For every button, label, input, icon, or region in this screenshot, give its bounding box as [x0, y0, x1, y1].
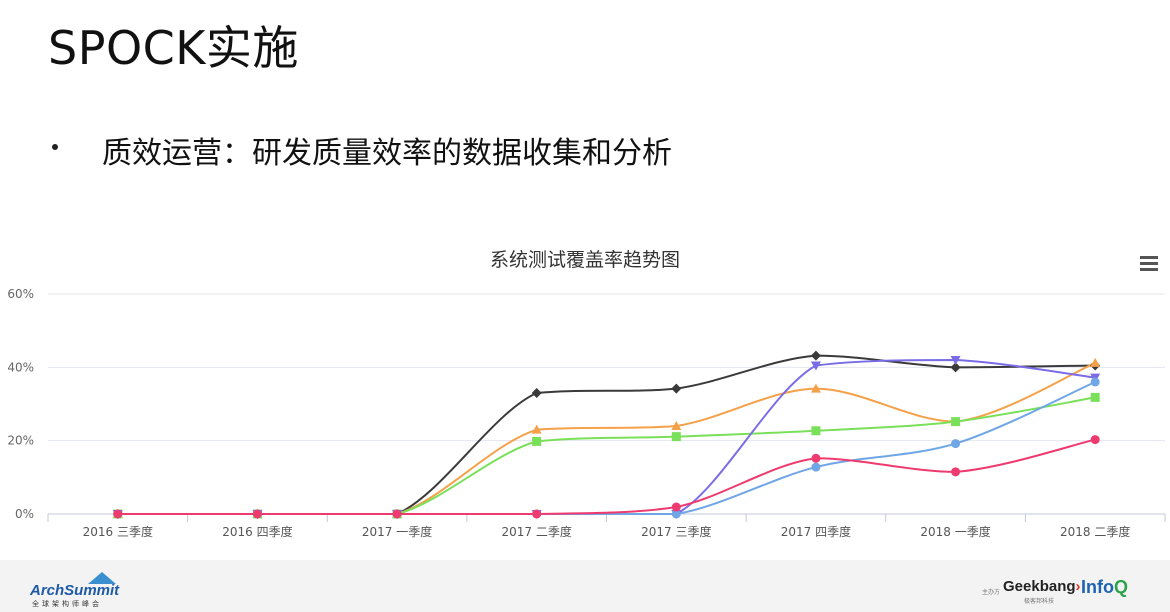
infoq-logo-a: Info	[1081, 577, 1114, 597]
data-point	[392, 509, 402, 519]
data-point	[532, 436, 542, 446]
series-line-1	[117, 354, 1096, 515]
y-tick-label: 40%	[7, 360, 34, 374]
data-point	[671, 502, 681, 512]
geekbang-logo-mark: ›	[1075, 578, 1081, 595]
x-tick-label: 2016 三季度	[83, 524, 153, 539]
mountain-icon	[88, 572, 116, 584]
data-point	[810, 350, 821, 361]
data-point	[531, 424, 542, 434]
data-point	[252, 509, 262, 519]
host-label: 主办方	[982, 589, 1001, 596]
geekbang-logo: Geekbang›	[1003, 578, 1081, 595]
y-tick-label: 0%	[15, 507, 34, 521]
x-tick-label: 2018 二季度	[1060, 524, 1130, 539]
footer: ArchSummit 全球架构师峰会 主办方 Geekbang› 极客邦科技 I…	[0, 560, 1170, 612]
x-tick-label: 2017 二季度	[502, 524, 572, 539]
data-point	[671, 432, 681, 442]
infoq-logo: InfoQ	[1081, 577, 1128, 598]
x-tick-label: 2016 四季度	[222, 524, 292, 539]
data-point	[950, 362, 961, 373]
data-point	[1090, 435, 1100, 445]
archsummit-logo-subtitle: 全球架构师峰会	[32, 600, 102, 608]
series-line-6	[117, 438, 1096, 515]
infoq-logo-b: Q	[1114, 577, 1129, 597]
data-point	[671, 509, 681, 519]
data-point	[951, 467, 961, 477]
chart-title: 系统测试覆盖率趋势图	[490, 249, 680, 271]
bullet-dot-icon	[52, 144, 58, 150]
x-tick-label: 2017 四季度	[781, 524, 851, 539]
x-tick-label: 2017 三季度	[641, 524, 711, 539]
series-line-3	[117, 396, 1096, 515]
y-tick-label: 60%	[7, 287, 34, 301]
data-point	[811, 453, 821, 463]
data-point	[810, 383, 821, 393]
data-point	[810, 361, 821, 371]
geekbang-logo-a: Geek	[1003, 578, 1040, 595]
data-point	[951, 417, 961, 427]
data-point	[532, 509, 542, 519]
series-line-5	[117, 381, 1096, 515]
x-tick-label: 2018 一季度	[920, 524, 990, 539]
data-point	[671, 421, 682, 430]
data-point	[951, 439, 961, 449]
chart-panel: 系统测试覆盖率趋势图 0% 20% 40% 60% 2016 三季度 2016 四季度 20…	[0, 200, 1170, 560]
data-point	[113, 509, 123, 519]
coverage-trend-chart: 系统测试覆盖率趋势图 0% 20% 40% 60% 2016 三季度 2016 四季度 20…	[7, 249, 1166, 539]
bullet-text: 质效运营：研发质量效率的数据收集和分析	[102, 136, 672, 171]
data-point	[811, 426, 821, 436]
archsummit-logo: ArchSummit 全球架构师峰会	[30, 572, 140, 608]
data-point	[1090, 392, 1100, 402]
data-point	[1090, 357, 1101, 367]
data-point	[811, 462, 821, 472]
chart-menu-icon[interactable]	[1136, 252, 1160, 276]
geekbang-logo-b: bang	[1039, 578, 1076, 595]
data-point	[671, 383, 682, 394]
data-point	[950, 356, 961, 365]
x-tick-label: 2017 一季度	[362, 524, 432, 539]
slide-title: SPOCK实施	[48, 21, 299, 75]
data-point	[1090, 377, 1100, 387]
data-point	[531, 388, 542, 398]
y-tick-label: 20%	[7, 434, 34, 448]
archsummit-logo-name: ArchSummit	[30, 582, 120, 599]
geekbang-subtitle: 极客邦科技	[1024, 598, 1055, 605]
